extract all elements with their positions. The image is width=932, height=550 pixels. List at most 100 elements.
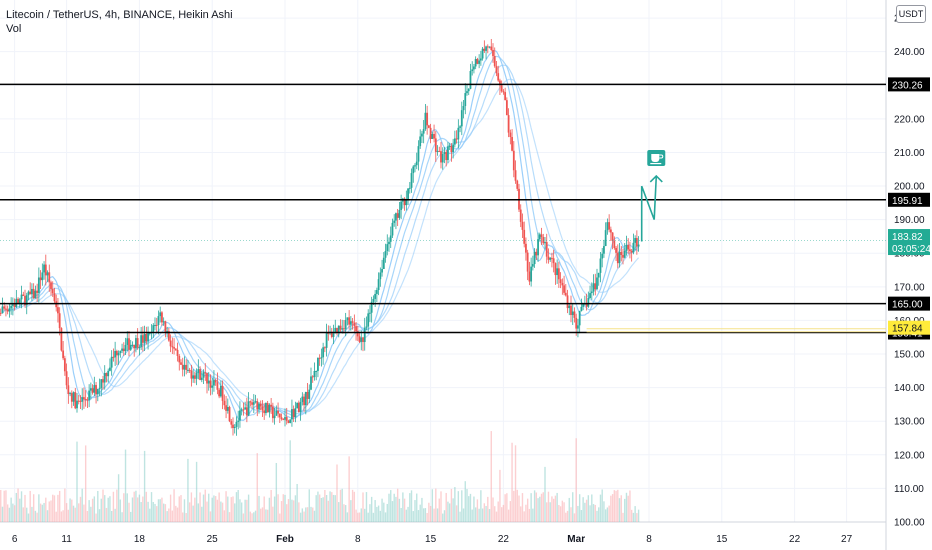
moving-average-line xyxy=(24,64,639,415)
volume-bar xyxy=(119,499,122,522)
volume-bar xyxy=(232,496,234,522)
volume-bar xyxy=(150,492,153,522)
volume-bar xyxy=(329,491,331,522)
candle-body xyxy=(374,293,377,299)
candle-body xyxy=(507,115,510,133)
candle-body xyxy=(284,417,286,420)
candle-body xyxy=(155,324,158,326)
candle-body xyxy=(126,338,129,345)
candle-body xyxy=(226,407,229,411)
time-tick-label: Mar xyxy=(567,534,585,545)
volume-bar xyxy=(114,508,116,522)
candle-body xyxy=(427,125,430,128)
candle-body xyxy=(445,152,448,161)
volume-bar xyxy=(429,505,432,522)
volume-bar xyxy=(277,494,279,522)
candle-body xyxy=(512,150,515,171)
volume-bar xyxy=(107,497,109,522)
candle-body xyxy=(356,331,359,337)
candle-body xyxy=(3,306,6,309)
candle-body xyxy=(297,402,300,413)
candle-body xyxy=(362,337,364,343)
volume-bar xyxy=(126,493,128,522)
candle-body xyxy=(585,303,588,307)
candle-body xyxy=(547,256,550,260)
candle-body xyxy=(393,220,396,223)
volume-bar xyxy=(223,510,226,522)
volume-bar xyxy=(566,510,569,522)
candle-body xyxy=(386,244,389,251)
volume-bar xyxy=(324,489,326,522)
candle-body xyxy=(200,377,203,380)
candle-body xyxy=(516,180,519,189)
candle-body xyxy=(291,409,293,420)
moving-averages xyxy=(2,49,640,422)
volume-bar xyxy=(435,488,437,522)
candle-body xyxy=(190,370,193,379)
volume-bar xyxy=(26,507,28,522)
candle-body xyxy=(145,333,148,342)
volume-bar xyxy=(471,509,473,522)
volume-bar xyxy=(208,493,210,522)
candle-body xyxy=(100,379,103,389)
volume-bar xyxy=(393,493,395,522)
candle-body xyxy=(637,244,640,247)
price-tick-label: 130.00 xyxy=(894,417,925,428)
candle-body xyxy=(594,283,597,290)
volume-bar xyxy=(438,498,440,522)
volume-bar xyxy=(57,494,59,522)
volume-bar xyxy=(338,502,340,522)
volume-bar xyxy=(407,506,409,522)
candle-body xyxy=(334,327,337,334)
candle-body xyxy=(478,60,481,64)
volume-bar xyxy=(261,507,264,522)
candle-body xyxy=(147,333,149,342)
candle-body xyxy=(336,327,338,334)
level-price-badge-bg xyxy=(888,192,930,207)
volume-bar xyxy=(272,506,274,522)
volume-bar xyxy=(396,488,399,522)
candle-body xyxy=(417,146,420,162)
candle-body xyxy=(51,288,54,294)
volume-bar xyxy=(91,498,94,522)
volume-bar xyxy=(509,501,512,522)
volume-bar xyxy=(422,508,425,522)
candle-body xyxy=(343,328,345,330)
volume-bar xyxy=(34,510,37,522)
candle-body xyxy=(124,344,127,352)
volume-bar xyxy=(201,506,203,522)
candle-body xyxy=(112,356,115,358)
volume-bar xyxy=(565,512,567,522)
volume-bar xyxy=(206,501,208,522)
volume-bar xyxy=(22,507,24,522)
candle-body xyxy=(346,317,349,321)
volume-bar xyxy=(98,509,101,522)
volume-bar xyxy=(525,504,527,522)
volume-bar xyxy=(381,498,383,522)
candle-body xyxy=(500,85,503,92)
volume-bar xyxy=(279,513,281,522)
candle-body xyxy=(25,295,28,306)
volume-bar xyxy=(312,507,314,522)
level-price-badge: 195.91 xyxy=(888,192,930,207)
candle-body xyxy=(135,338,137,349)
volume-bar xyxy=(36,512,38,522)
currency-unit-badge[interactable]: USDT xyxy=(896,5,926,23)
candle-body xyxy=(310,376,312,390)
time-axis-labels: 6 11 18 25 Feb 8 15 22 Mar 8 15 22 27 xyxy=(12,534,853,545)
candle-body xyxy=(606,222,609,231)
volume-bar xyxy=(604,509,607,522)
volume-bar xyxy=(43,502,45,522)
volume-bar xyxy=(100,498,102,522)
volume-bar xyxy=(209,511,212,522)
volume-bar xyxy=(273,496,276,522)
volume-bar xyxy=(239,499,241,522)
candle-body xyxy=(363,327,366,343)
volume-bar xyxy=(540,493,543,522)
candle-body xyxy=(609,229,612,233)
volume-bar xyxy=(197,503,200,522)
candle-body xyxy=(462,106,465,111)
candle-body xyxy=(625,245,628,251)
candle-body xyxy=(563,285,565,293)
